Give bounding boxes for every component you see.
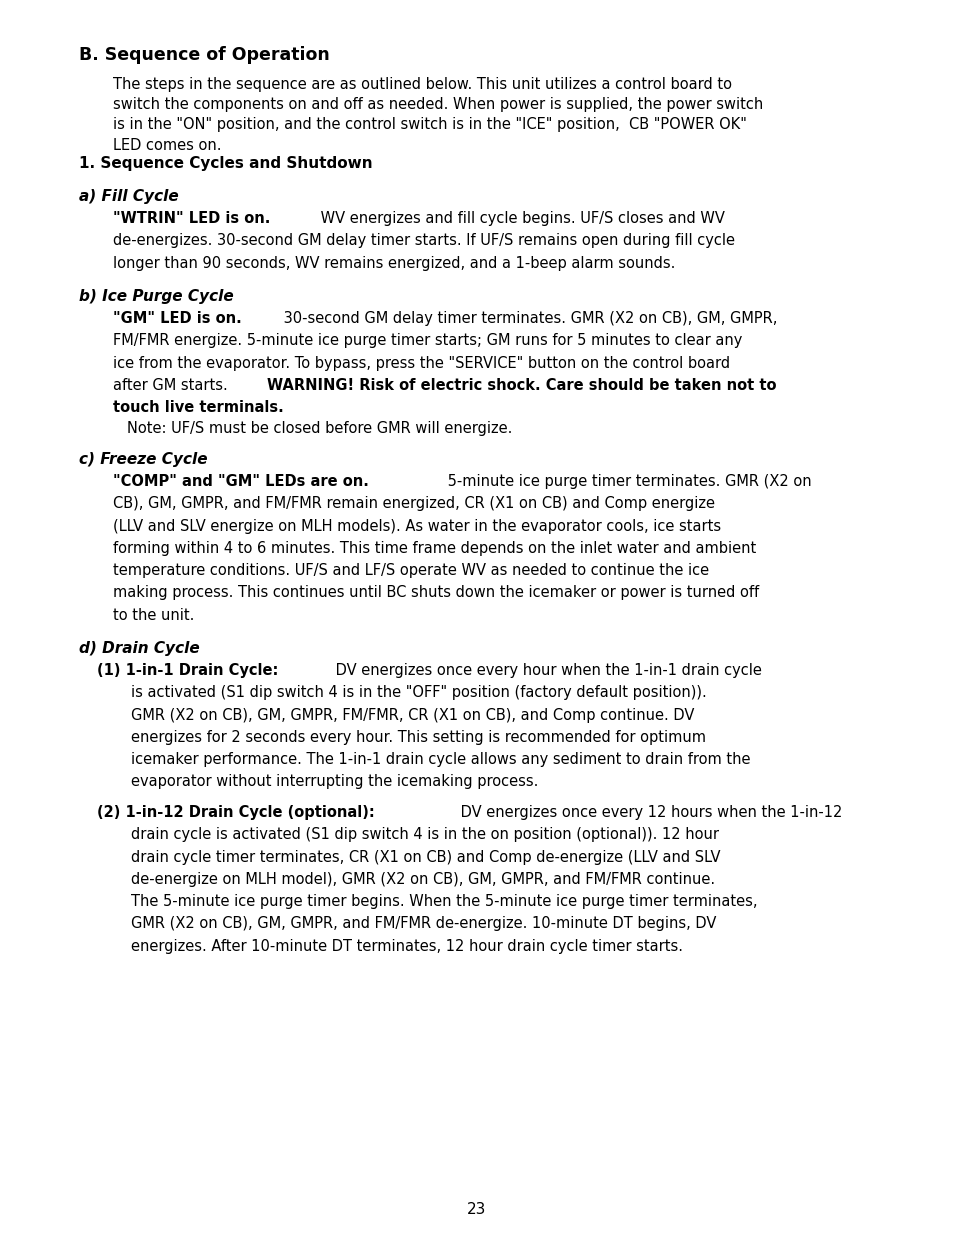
Text: WV energizes and fill cycle begins. UF/S closes and WV: WV energizes and fill cycle begins. UF/S… xyxy=(315,211,723,226)
Text: 1. Sequence Cycles and Shutdown: 1. Sequence Cycles and Shutdown xyxy=(79,156,373,170)
Text: after GM starts.: after GM starts. xyxy=(112,378,232,393)
Text: drain cycle timer terminates, CR (X1 on CB) and Comp de-energize (LLV and SLV: drain cycle timer terminates, CR (X1 on … xyxy=(131,850,720,864)
Text: energizes. After 10-minute DT terminates, 12 hour drain cycle timer starts.: energizes. After 10-minute DT terminates… xyxy=(131,939,682,953)
Text: WARNING! Risk of electric shock. Care should be taken not to: WARNING! Risk of electric shock. Care sh… xyxy=(266,378,776,393)
Text: DV energizes once every hour when the 1-in-1 drain cycle: DV energizes once every hour when the 1-… xyxy=(331,663,761,678)
Text: de-energize on MLH model), GMR (X2 on CB), GM, GMPR, and FM/FMR continue.: de-energize on MLH model), GMR (X2 on CB… xyxy=(131,872,714,887)
Text: ice from the evaporator. To bypass, press the "SERVICE" button on the control bo: ice from the evaporator. To bypass, pres… xyxy=(112,356,729,370)
Text: The 5-minute ice purge timer begins. When the 5-minute ice purge timer terminate: The 5-minute ice purge timer begins. Whe… xyxy=(131,894,757,909)
Text: touch live terminals.: touch live terminals. xyxy=(112,400,283,415)
Text: "GM" LED is on.: "GM" LED is on. xyxy=(112,311,241,326)
Text: GMR (X2 on CB), GM, GMPR, and FM/FMR de-energize. 10-minute DT begins, DV: GMR (X2 on CB), GM, GMPR, and FM/FMR de-… xyxy=(131,916,716,931)
Text: forming within 4 to 6 minutes. This time frame depends on the inlet water and am: forming within 4 to 6 minutes. This time… xyxy=(112,541,755,556)
Text: longer than 90 seconds, WV remains energized, and a 1-beep alarm sounds.: longer than 90 seconds, WV remains energ… xyxy=(112,256,674,270)
Text: is activated (S1 dip switch 4 is in the "OFF" position (factory default position: is activated (S1 dip switch 4 is in the … xyxy=(131,685,706,700)
Text: b) Ice Purge Cycle: b) Ice Purge Cycle xyxy=(79,289,233,304)
Text: The steps in the sequence are as outlined below. This unit utilizes a control bo: The steps in the sequence are as outline… xyxy=(112,77,762,153)
Text: a) Fill Cycle: a) Fill Cycle xyxy=(79,189,179,204)
Text: c) Freeze Cycle: c) Freeze Cycle xyxy=(79,452,208,467)
Text: icemaker performance. The 1-in-1 drain cycle allows any sediment to drain from t: icemaker performance. The 1-in-1 drain c… xyxy=(131,752,749,767)
Text: to the unit.: to the unit. xyxy=(112,608,193,622)
Text: energizes for 2 seconds every hour. This setting is recommended for optimum: energizes for 2 seconds every hour. This… xyxy=(131,730,705,745)
Text: de-energizes. 30-second GM delay timer starts. If UF/S remains open during fill : de-energizes. 30-second GM delay timer s… xyxy=(112,233,734,248)
Text: (LLV and SLV energize on MLH models). As water in the evaporator cools, ice star: (LLV and SLV energize on MLH models). As… xyxy=(112,519,720,534)
Text: temperature conditions. UF/S and LF/S operate WV as needed to continue the ice: temperature conditions. UF/S and LF/S op… xyxy=(112,563,708,578)
Text: evaporator without interrupting the icemaking process.: evaporator without interrupting the icem… xyxy=(131,774,537,789)
Text: FM/FMR energize. 5-minute ice purge timer starts; GM runs for 5 minutes to clear: FM/FMR energize. 5-minute ice purge time… xyxy=(112,333,741,348)
Text: "WTRIN" LED is on.: "WTRIN" LED is on. xyxy=(112,211,270,226)
Text: CB), GM, GMPR, and FM/FMR remain energized, CR (X1 on CB) and Comp energize: CB), GM, GMPR, and FM/FMR remain energiz… xyxy=(112,496,714,511)
Text: 5-minute ice purge timer terminates. GMR (X2 on: 5-minute ice purge timer terminates. GMR… xyxy=(442,474,810,489)
Text: GMR (X2 on CB), GM, GMPR, FM/FMR, CR (X1 on CB), and Comp continue. DV: GMR (X2 on CB), GM, GMPR, FM/FMR, CR (X1… xyxy=(131,708,694,722)
Text: DV energizes once every 12 hours when the 1-in-12: DV energizes once every 12 hours when th… xyxy=(456,805,841,820)
Text: (1) 1-in-1 Drain Cycle:: (1) 1-in-1 Drain Cycle: xyxy=(97,663,278,678)
Text: 23: 23 xyxy=(467,1202,486,1216)
Text: 30-second GM delay timer terminates. GMR (X2 on CB), GM, GMPR,: 30-second GM delay timer terminates. GMR… xyxy=(278,311,777,326)
Text: d) Drain Cycle: d) Drain Cycle xyxy=(79,641,200,656)
Text: (2) 1-in-12 Drain Cycle (optional):: (2) 1-in-12 Drain Cycle (optional): xyxy=(97,805,375,820)
Text: making process. This continues until BC shuts down the icemaker or power is turn: making process. This continues until BC … xyxy=(112,585,758,600)
Text: "COMP" and "GM" LEDs are on.: "COMP" and "GM" LEDs are on. xyxy=(112,474,368,489)
Text: B. Sequence of Operation: B. Sequence of Operation xyxy=(79,46,330,64)
Text: drain cycle is activated (S1 dip switch 4 is in the on position (optional)). 12 : drain cycle is activated (S1 dip switch … xyxy=(131,827,718,842)
Text: Note: UF/S must be closed before GMR will energize.: Note: UF/S must be closed before GMR wil… xyxy=(127,421,512,436)
